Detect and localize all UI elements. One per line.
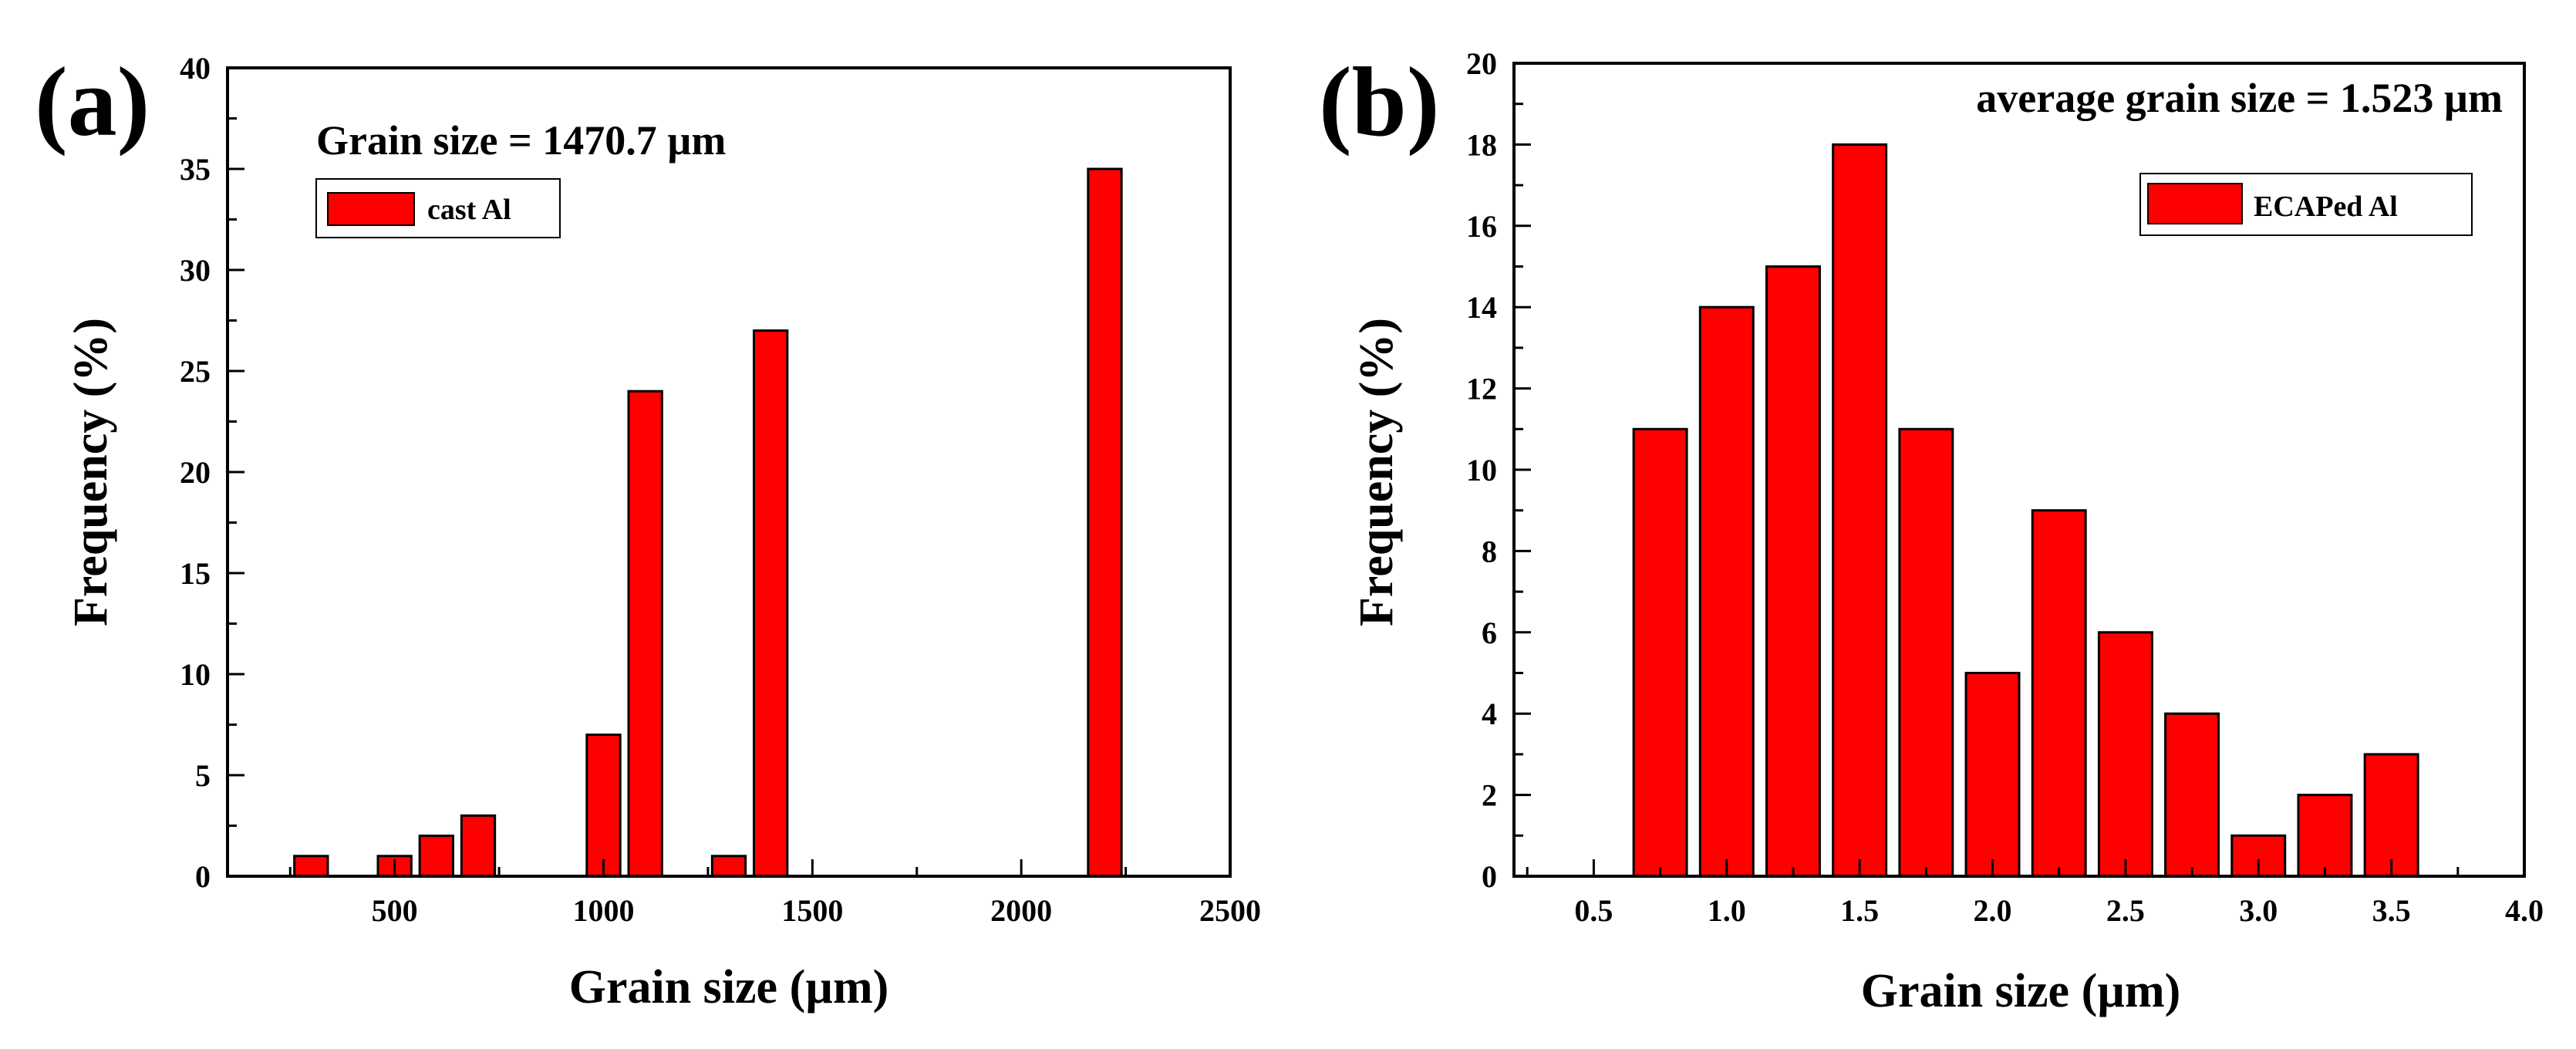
panel-a-y-tick-label: 10 (180, 657, 211, 692)
panel-b-y-tick-labels: 0 2 4 6 8 10 12 14 16 18 20 (1466, 46, 1497, 894)
panel-b-y-tick-label: 10 (1466, 453, 1497, 487)
panel-a-bar (460, 814, 497, 878)
panel-a-bar (753, 329, 789, 878)
panel-b-x-tick-labels: 0.5 1.0 1.5 2.0 2.5 3.0 3.5 4.0 (1574, 893, 2544, 928)
panel-a-bar (585, 734, 622, 878)
panel-a-ticks (228, 66, 1232, 878)
panel-b-x-tick-label: 3.5 (2372, 893, 2411, 928)
panel-a-y-tick-label: 40 (180, 51, 211, 86)
panel-b-y-tick-label: 6 (1482, 616, 1497, 650)
panel-a-annotation: Grain size = 1470.7 µm (316, 117, 726, 164)
panel-a: (a) 500 1000 1500 2000 2500 0 5 10 15 20 25 30 35 40… (35, 47, 1261, 1014)
panel-a-y-tick-label: 30 (180, 253, 211, 288)
panel-b-bar (1632, 427, 1688, 878)
panel-a-y-tick-label: 0 (195, 859, 211, 894)
panel-a-x-tick-label: 1500 (781, 893, 843, 928)
panel-a-bar (710, 855, 747, 878)
panel-b-y-tick-label: 18 (1466, 127, 1497, 162)
panel-b-annotation: average grain size = 1.523 µm (1976, 75, 2503, 121)
panel-a-bar (627, 390, 663, 878)
panel-b-bar (1964, 672, 2021, 878)
panel-b-legend-label: ECAPed Al (2254, 191, 2398, 223)
panel-a-bar (1087, 167, 1123, 878)
panel-a-x-tick-labels: 500 1000 1500 2000 2500 (372, 893, 1261, 928)
panel-b-bar (2164, 712, 2220, 878)
panel-a-x-tick-label: 500 (372, 893, 418, 928)
panel-a-x-tick-label: 2500 (1199, 893, 1261, 928)
panel-b-y-tick-label: 16 (1466, 209, 1497, 244)
panel-a-y-tick-label: 15 (180, 556, 211, 591)
panel-b-ticks (1514, 62, 2526, 878)
panel-b-bar (1698, 305, 1755, 878)
panel-a-x-axis-title: Grain size (µm) (569, 961, 889, 1014)
panel-b-y-tick-label: 14 (1466, 290, 1497, 325)
panel-b-bar (2097, 631, 2153, 878)
panel-a-y-tick-labels: 0 5 10 15 20 25 30 35 40 (180, 51, 211, 894)
panel-a-bar (418, 835, 455, 878)
panel-a-x-tick-label: 2000 (990, 893, 1052, 928)
panel-b-bar (1832, 143, 1888, 878)
panel-b-x-tick-label: 2.5 (2106, 893, 2145, 928)
panel-b-bar (1898, 427, 1954, 878)
panel-b-bar (1765, 265, 1821, 878)
panel-b-x-tick-label: 0.5 (1574, 893, 1613, 928)
panel-a-bars (293, 167, 1123, 878)
panel-a-legend-swatch (327, 192, 415, 226)
panel-a-y-tick-label: 25 (180, 354, 211, 389)
panel-b-bar (2297, 794, 2353, 878)
panel-b-x-tick-label: 1.5 (1840, 893, 1879, 928)
panel-b-label: (b) (1319, 47, 1439, 157)
panel-a-x-tick-label: 1000 (573, 893, 635, 928)
panel-a-y-tick-label: 35 (180, 152, 211, 187)
panel-b-x-axis-title: Grain size (µm) (1861, 965, 2181, 1017)
panel-b-bar (2363, 753, 2419, 878)
panel-b-y-tick-label: 8 (1482, 534, 1497, 568)
panel-a-y-axis-title: Frequency (%) (65, 318, 117, 626)
panel-a-bar (293, 855, 329, 878)
panel-b-y-axis-title: Frequency (%) (1350, 318, 1403, 626)
panel-b: (b) 0.5 1.0 1.5 2.0 2.5 3.0 3.5 4.0 0 2 4 6 8 10 12 14… (1319, 46, 2544, 1017)
panel-b-y-tick-label: 4 (1482, 697, 1497, 731)
panel-a-label: (a) (35, 47, 150, 157)
panel-b-x-tick-label: 2.0 (1974, 893, 2012, 928)
panel-b-y-tick-label: 0 (1482, 859, 1497, 894)
panel-b-legend: ECAPed Al (2139, 173, 2473, 236)
panel-b-bar (2031, 509, 2087, 878)
panel-b-x-tick-label: 1.0 (1708, 893, 1746, 928)
panel-b-legend-swatch (2147, 183, 2243, 224)
panel-b-x-tick-label: 3.0 (2239, 893, 2278, 928)
panel-b-x-tick-label: 4.0 (2505, 893, 2544, 928)
panel-b-y-tick-label: 12 (1466, 372, 1497, 406)
panel-a-legend-label: cast Al (427, 194, 511, 226)
panel-b-y-tick-label: 20 (1466, 46, 1497, 81)
panel-b-y-tick-label: 2 (1482, 778, 1497, 813)
panel-a-y-tick-label: 5 (195, 758, 211, 793)
panel-a-y-tick-label: 20 (180, 455, 211, 490)
panel-b-bars (1632, 143, 2419, 878)
panel-a-legend: cast Al (315, 178, 561, 238)
